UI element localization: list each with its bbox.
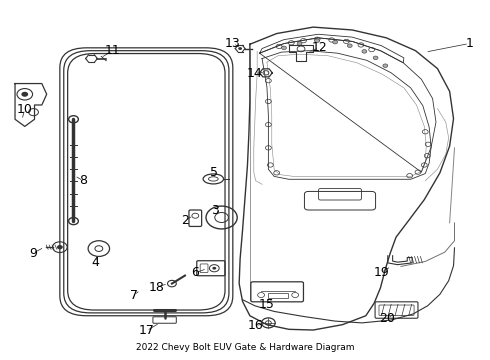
- Text: 19: 19: [373, 266, 389, 279]
- Text: 16: 16: [248, 319, 264, 332]
- Bar: [269, 293, 288, 297]
- Text: 15: 15: [259, 298, 275, 311]
- Circle shape: [22, 92, 28, 97]
- Text: 17: 17: [139, 324, 154, 337]
- Text: 4: 4: [92, 256, 99, 269]
- Circle shape: [282, 46, 287, 50]
- Text: 9: 9: [29, 247, 37, 260]
- Circle shape: [238, 47, 242, 50]
- Text: 14: 14: [247, 67, 263, 80]
- Text: 18: 18: [148, 281, 164, 294]
- Circle shape: [95, 246, 103, 251]
- Text: 11: 11: [104, 44, 121, 57]
- Text: 2: 2: [182, 213, 190, 226]
- Text: 2022 Chevy Bolt EUV Gate & Hardware Diagram: 2022 Chevy Bolt EUV Gate & Hardware Diag…: [136, 343, 354, 352]
- Text: 1: 1: [465, 37, 473, 50]
- Text: 7: 7: [130, 288, 138, 302]
- Text: 6: 6: [192, 266, 199, 279]
- Text: 12: 12: [311, 41, 327, 54]
- Text: 10: 10: [17, 103, 33, 116]
- Text: 8: 8: [79, 174, 87, 187]
- Circle shape: [362, 50, 367, 53]
- Circle shape: [297, 42, 302, 45]
- Text: 13: 13: [225, 37, 241, 50]
- Circle shape: [315, 39, 319, 42]
- Text: 5: 5: [210, 166, 218, 179]
- Circle shape: [347, 44, 352, 48]
- Circle shape: [212, 267, 216, 270]
- Circle shape: [373, 56, 378, 60]
- Circle shape: [383, 64, 388, 67]
- Text: 3: 3: [211, 204, 219, 217]
- Circle shape: [333, 40, 338, 44]
- Circle shape: [57, 245, 63, 249]
- Text: 20: 20: [379, 312, 395, 325]
